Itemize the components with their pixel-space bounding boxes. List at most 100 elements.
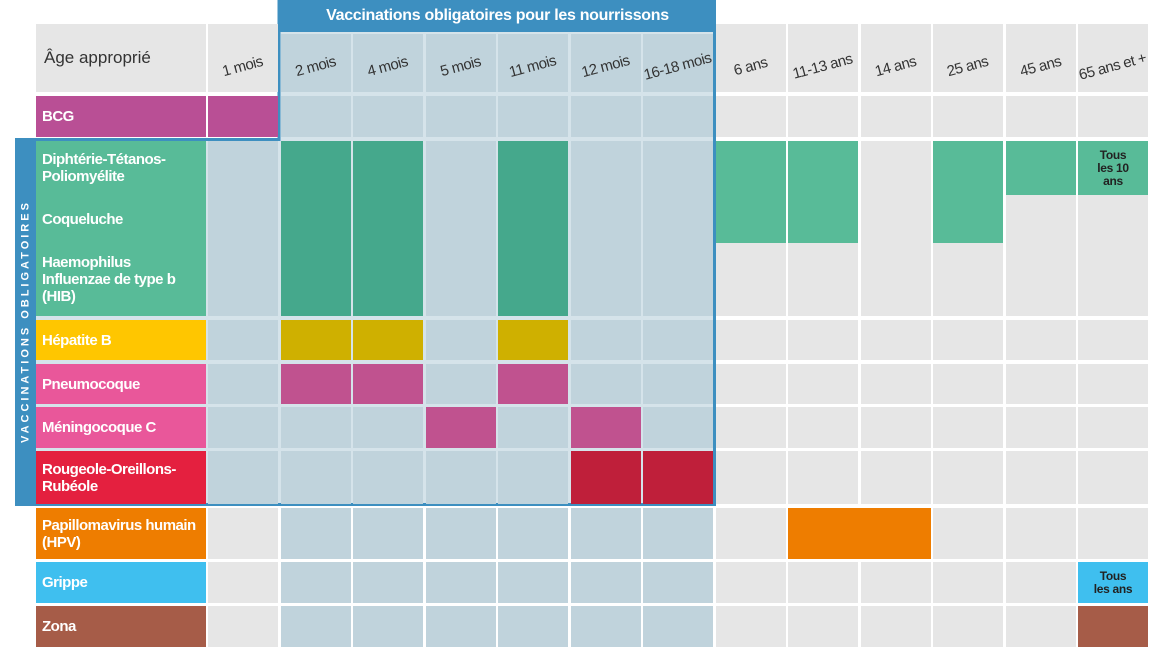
row-label: Hépatite B xyxy=(36,320,206,360)
row-label: Papillomavirus humain (HPV) xyxy=(36,508,206,559)
empty-cell xyxy=(715,606,786,647)
vaccination-cell xyxy=(1078,606,1148,647)
column-header-cell xyxy=(788,24,858,92)
empty-cell xyxy=(933,96,1003,137)
empty-cell xyxy=(860,451,931,504)
empty-cell xyxy=(1078,320,1148,360)
empty-cell xyxy=(643,606,713,647)
empty-cell xyxy=(933,451,1003,504)
empty-cell xyxy=(860,141,931,316)
empty-cell xyxy=(788,562,858,603)
vaccination-cell xyxy=(280,364,351,404)
empty-cell xyxy=(715,508,786,559)
row-label: Coqueluche xyxy=(36,195,206,243)
empty-cell xyxy=(715,451,786,504)
vaccination-cell xyxy=(280,320,351,360)
vaccination-cell xyxy=(570,451,641,504)
empty-cell xyxy=(643,562,713,603)
empty-cell xyxy=(933,320,1003,360)
empty-cell xyxy=(280,407,351,448)
empty-cell xyxy=(715,320,786,360)
column-header-cell xyxy=(280,34,351,92)
row-label: Méningocoque C xyxy=(36,407,206,448)
empty-cell xyxy=(933,364,1003,404)
empty-cell xyxy=(1005,508,1076,559)
empty-cell xyxy=(425,96,496,137)
empty-cell xyxy=(208,320,278,360)
empty-cell xyxy=(933,407,1003,448)
empty-cell xyxy=(570,364,641,404)
empty-cell xyxy=(498,562,568,603)
row-label: Haemophilus Influenzae de type b (HIB) xyxy=(36,243,206,316)
empty-cell xyxy=(860,320,931,360)
empty-cell xyxy=(1005,364,1076,404)
empty-cell xyxy=(715,407,786,448)
vaccination-cell xyxy=(353,320,423,360)
empty-cell xyxy=(425,451,496,504)
empty-cell xyxy=(208,451,278,504)
empty-cell xyxy=(498,407,568,448)
vaccination-cell xyxy=(280,141,351,316)
empty-cell xyxy=(1078,407,1148,448)
column-header-cell xyxy=(933,24,1003,92)
empty-cell xyxy=(498,451,568,504)
empty-cell xyxy=(208,407,278,448)
row-label: Diphtérie-Tétanos-Poliomyélite xyxy=(36,141,206,195)
vaccination-cell xyxy=(425,407,496,448)
empty-cell xyxy=(1005,451,1076,504)
vaccination-cell xyxy=(715,141,786,243)
empty-cell xyxy=(1005,96,1076,137)
vaccination-cell xyxy=(788,141,858,243)
empty-cell xyxy=(1078,451,1148,504)
empty-cell xyxy=(715,562,786,603)
empty-cell xyxy=(280,606,351,647)
vaccination-cell xyxy=(788,508,931,559)
empty-cell xyxy=(788,96,858,137)
empty-cell xyxy=(715,96,786,137)
empty-cell xyxy=(643,96,713,137)
vaccination-cell xyxy=(1078,562,1148,603)
empty-cell xyxy=(425,606,496,647)
empty-cell xyxy=(1078,364,1148,404)
column-header-cell xyxy=(353,34,423,92)
empty-cell xyxy=(208,364,278,404)
empty-cell xyxy=(1005,407,1076,448)
empty-cell xyxy=(353,562,423,603)
empty-cell xyxy=(643,320,713,360)
vaccination-cell xyxy=(208,96,278,137)
empty-cell xyxy=(1078,96,1148,137)
empty-cell xyxy=(353,508,423,559)
empty-cell xyxy=(498,96,568,137)
age-label: Âge approprié xyxy=(36,24,206,92)
vaccination-cell xyxy=(643,451,713,504)
empty-cell xyxy=(860,407,931,448)
empty-cell xyxy=(353,451,423,504)
empty-cell xyxy=(933,508,1003,559)
empty-cell xyxy=(208,606,278,647)
vaccination-cell xyxy=(933,141,1003,243)
column-header-cell xyxy=(715,24,786,92)
box-title: Vaccinations obligatoires pour les nourr… xyxy=(326,7,669,24)
empty-cell xyxy=(425,141,496,316)
empty-cell xyxy=(788,451,858,504)
empty-cell xyxy=(570,96,641,137)
empty-cell xyxy=(860,562,931,603)
empty-cell xyxy=(788,320,858,360)
empty-cell xyxy=(280,562,351,603)
empty-cell xyxy=(788,606,858,647)
vaccination-cell xyxy=(498,141,568,316)
column-header-cell xyxy=(425,34,496,92)
empty-cell xyxy=(353,606,423,647)
row-label: Rougeole-Oreillons-Rubéole xyxy=(36,451,206,504)
side-label: VACCINATIONS OBLIGATOIRES xyxy=(19,200,32,443)
empty-cell xyxy=(425,364,496,404)
vaccination-cell xyxy=(1078,141,1148,195)
row-label: Grippe xyxy=(36,562,206,603)
empty-cell xyxy=(280,96,351,137)
empty-cell xyxy=(643,407,713,448)
vaccination-cell xyxy=(498,364,568,404)
empty-cell xyxy=(570,320,641,360)
empty-cell xyxy=(208,508,278,559)
column-header-cell xyxy=(860,24,931,92)
